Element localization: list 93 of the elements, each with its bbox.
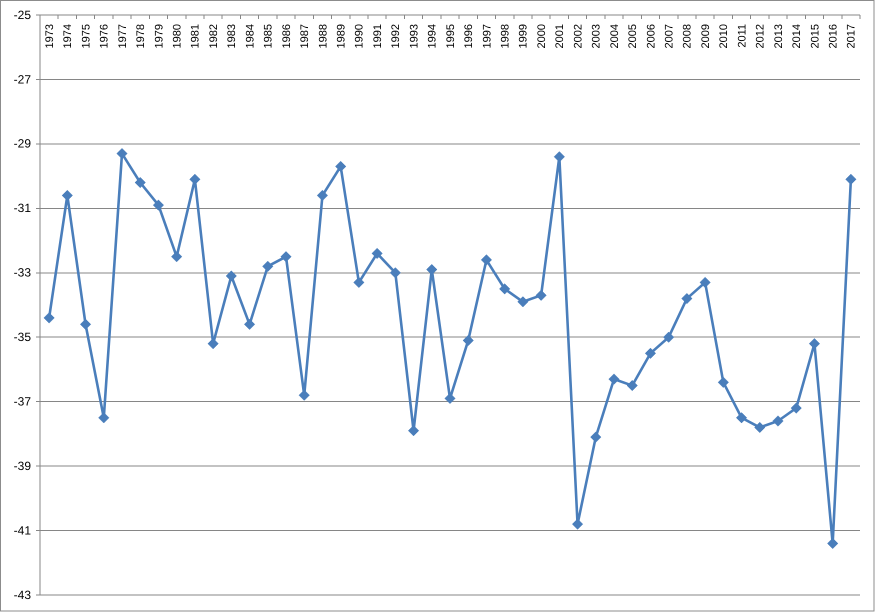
point	[408, 425, 420, 436]
point	[226, 270, 237, 282]
x-tick-label: 2017	[846, 24, 858, 48]
x-tick-label: 1982	[208, 24, 220, 48]
x-tick-label: 2009	[700, 24, 712, 48]
x-tick-label: 1973	[44, 24, 56, 48]
point	[736, 412, 748, 424]
x-tick-label: 2005	[627, 24, 640, 48]
x-tick-label: 1989	[336, 24, 348, 48]
point	[845, 174, 856, 185]
x-tick-label: 2015	[809, 24, 822, 48]
x-tick-label: 2016	[828, 24, 840, 48]
y-tick-label: -25	[14, 8, 32, 22]
x-tick-label: 1997	[481, 24, 494, 48]
point	[608, 374, 620, 385]
x-tick-label: 1993	[408, 24, 420, 48]
x-tick-label: 1992	[390, 24, 402, 48]
point	[663, 332, 674, 343]
x-tick-label: 2003	[590, 24, 603, 48]
x-tick-label: 1977	[116, 24, 129, 48]
point	[116, 148, 128, 160]
point	[772, 416, 784, 426]
point	[80, 318, 92, 330]
point	[644, 348, 656, 359]
point	[262, 260, 274, 272]
x-tick-label: 2006	[645, 24, 658, 48]
point	[335, 160, 346, 172]
x-tick-label: 1990	[354, 24, 366, 48]
x-tick-label: 1995	[444, 24, 457, 48]
point	[44, 312, 55, 324]
point	[626, 380, 638, 392]
y-tick-label: -39	[14, 458, 32, 473]
x-tick-label: 2010	[718, 24, 730, 48]
x-tick-label: 1978	[135, 24, 148, 48]
point	[462, 334, 474, 346]
x-tick-label: 2008	[682, 24, 694, 48]
x-tick-label: 1988	[317, 24, 330, 48]
x-tick-label: 1998	[500, 24, 512, 48]
x-tick-label: 1991	[372, 24, 384, 48]
x-tick-label: 1975	[80, 24, 92, 48]
point	[372, 248, 383, 259]
point	[134, 177, 146, 188]
x-tick-label: 2007	[664, 24, 676, 48]
x-tick-label: 1985	[262, 24, 275, 48]
y-tick-label: -43	[14, 588, 32, 602]
x-tick-label: 2000	[536, 24, 548, 48]
x-tick-label: 2012	[754, 24, 767, 48]
x-tick-label: 1983	[226, 24, 238, 48]
point	[298, 390, 310, 401]
x-tick-label: 1984	[244, 24, 256, 48]
y-tick-label: -31	[14, 201, 32, 216]
y-tick-label: -37	[14, 394, 32, 409]
point	[98, 412, 110, 424]
y-tick-label: -27	[14, 72, 32, 86]
x-tick-label: 2001	[554, 24, 566, 48]
point	[280, 251, 292, 262]
point	[316, 190, 328, 201]
x-tick-label: 2011	[736, 24, 748, 48]
point	[718, 376, 729, 388]
x-tick-label: 1979	[153, 24, 166, 48]
point	[590, 432, 602, 443]
x-tick-label: 2013	[772, 24, 785, 48]
x-tick-label: 1986	[280, 24, 293, 48]
y-tick-label: -41	[14, 523, 32, 538]
x-tick-label: 1976	[98, 24, 111, 48]
x-tick-label: 1994	[426, 24, 439, 48]
x-tick-label: 1981	[190, 24, 202, 48]
y-tick-label: -29	[14, 136, 32, 151]
point	[754, 422, 766, 433]
point	[480, 254, 492, 266]
point	[554, 151, 565, 162]
x-tick-label: 2002	[572, 24, 584, 48]
point	[517, 296, 528, 308]
point	[171, 251, 182, 262]
point	[536, 290, 547, 301]
point	[572, 518, 584, 530]
point	[353, 276, 364, 288]
point	[152, 200, 164, 211]
point	[244, 318, 256, 330]
x-tick-label: 1980	[172, 24, 184, 48]
point	[499, 283, 510, 294]
x-tick-label: 2014	[791, 24, 804, 48]
x-tick-label: 1974	[62, 24, 74, 48]
y-tick-label: -33	[14, 266, 32, 280]
x-tick-label: 1999	[518, 24, 530, 48]
point	[681, 293, 692, 304]
point	[390, 267, 401, 278]
x-tick-label: 1996	[463, 24, 476, 48]
y-tick-label: -35	[14, 330, 32, 344]
x-tick-label: 2004	[608, 24, 621, 48]
point	[790, 402, 802, 414]
x-tick-label: 1987	[299, 24, 312, 48]
point	[700, 276, 711, 288]
